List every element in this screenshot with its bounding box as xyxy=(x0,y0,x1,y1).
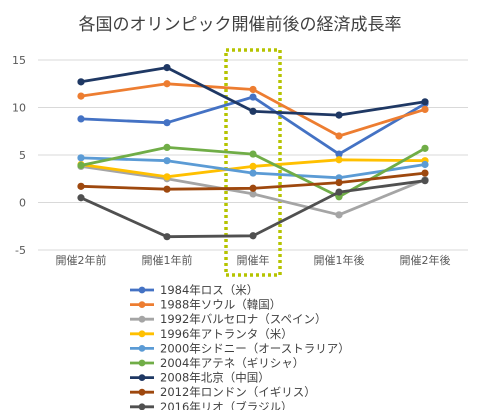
data-point xyxy=(335,150,343,158)
legend-entry: 2008年北京（中国） xyxy=(160,371,270,385)
data-point xyxy=(421,144,429,152)
data-point xyxy=(249,232,257,240)
legend-entry: 2012年ロンドン（イギリス） xyxy=(160,385,316,399)
data-point xyxy=(421,160,429,169)
data-point xyxy=(163,64,171,72)
data-point xyxy=(77,182,85,190)
legend-entry: 2004年アテネ（ギリシャ） xyxy=(160,356,304,370)
data-point xyxy=(163,185,171,193)
data-point xyxy=(249,93,257,101)
data-point xyxy=(421,177,429,185)
x-tick-label: 開催1年後 xyxy=(314,253,365,267)
data-point xyxy=(163,233,171,241)
data-point xyxy=(249,107,257,115)
data-point xyxy=(77,154,85,162)
y-tick-label: 5 xyxy=(19,149,26,162)
data-point xyxy=(421,98,429,106)
legend-marker xyxy=(138,345,146,352)
data-point xyxy=(163,80,171,88)
data-point xyxy=(249,184,257,192)
y-tick-label: -5 xyxy=(15,244,26,257)
data-point xyxy=(335,178,343,187)
data-point xyxy=(163,119,171,127)
legend-entry: 1984年ロス（米） xyxy=(160,283,258,297)
data-point xyxy=(249,190,257,198)
x-tick-label: 開催1年前 xyxy=(142,253,193,267)
data-point xyxy=(421,105,429,113)
data-point xyxy=(77,194,85,202)
data-point xyxy=(335,156,343,164)
host-year-highlight-box xyxy=(224,48,282,277)
data-point xyxy=(163,143,171,151)
legend-entry: 1992年バルセロナ（スペイン） xyxy=(160,312,326,326)
data-point xyxy=(335,211,343,219)
y-tick-label: 15 xyxy=(12,54,26,67)
data-point xyxy=(421,169,429,177)
legend-marker xyxy=(138,388,146,396)
data-point xyxy=(249,162,257,170)
data-point xyxy=(249,169,257,177)
data-point xyxy=(77,92,85,100)
data-point xyxy=(77,161,85,170)
x-tick-label: 開催年 xyxy=(237,253,270,267)
data-point xyxy=(77,115,85,123)
legend-entry: 2016年リオ（ブラジル） xyxy=(160,400,293,410)
x-tick-label: 開催2年後 xyxy=(400,253,451,267)
y-tick-label: 10 xyxy=(12,102,26,115)
legend-marker xyxy=(138,301,146,308)
legend-marker xyxy=(138,374,146,381)
legend-marker xyxy=(138,403,146,411)
data-point xyxy=(335,132,343,140)
data-point xyxy=(163,157,171,165)
data-point xyxy=(249,150,257,158)
legend-entry: 2000年シドニー（オーストラリア） xyxy=(160,341,350,355)
data-point xyxy=(249,85,257,94)
y-tick-label: 0 xyxy=(19,197,26,210)
legend-marker xyxy=(138,315,146,323)
legend-marker xyxy=(138,330,146,338)
data-point xyxy=(163,173,171,181)
legend-marker xyxy=(138,359,146,367)
data-point xyxy=(335,111,343,119)
data-point xyxy=(335,188,343,196)
x-tick-label: 開催2年前 xyxy=(56,253,107,267)
legend-marker xyxy=(138,286,146,294)
data-point xyxy=(77,78,85,86)
legend-entry: 1988年ソウル（韓国） xyxy=(160,298,281,312)
legend-entry: 1996年アトランタ（米） xyxy=(160,327,293,341)
chart-title: 各国のオリンピック開催前後の経済成長率 xyxy=(79,15,402,35)
